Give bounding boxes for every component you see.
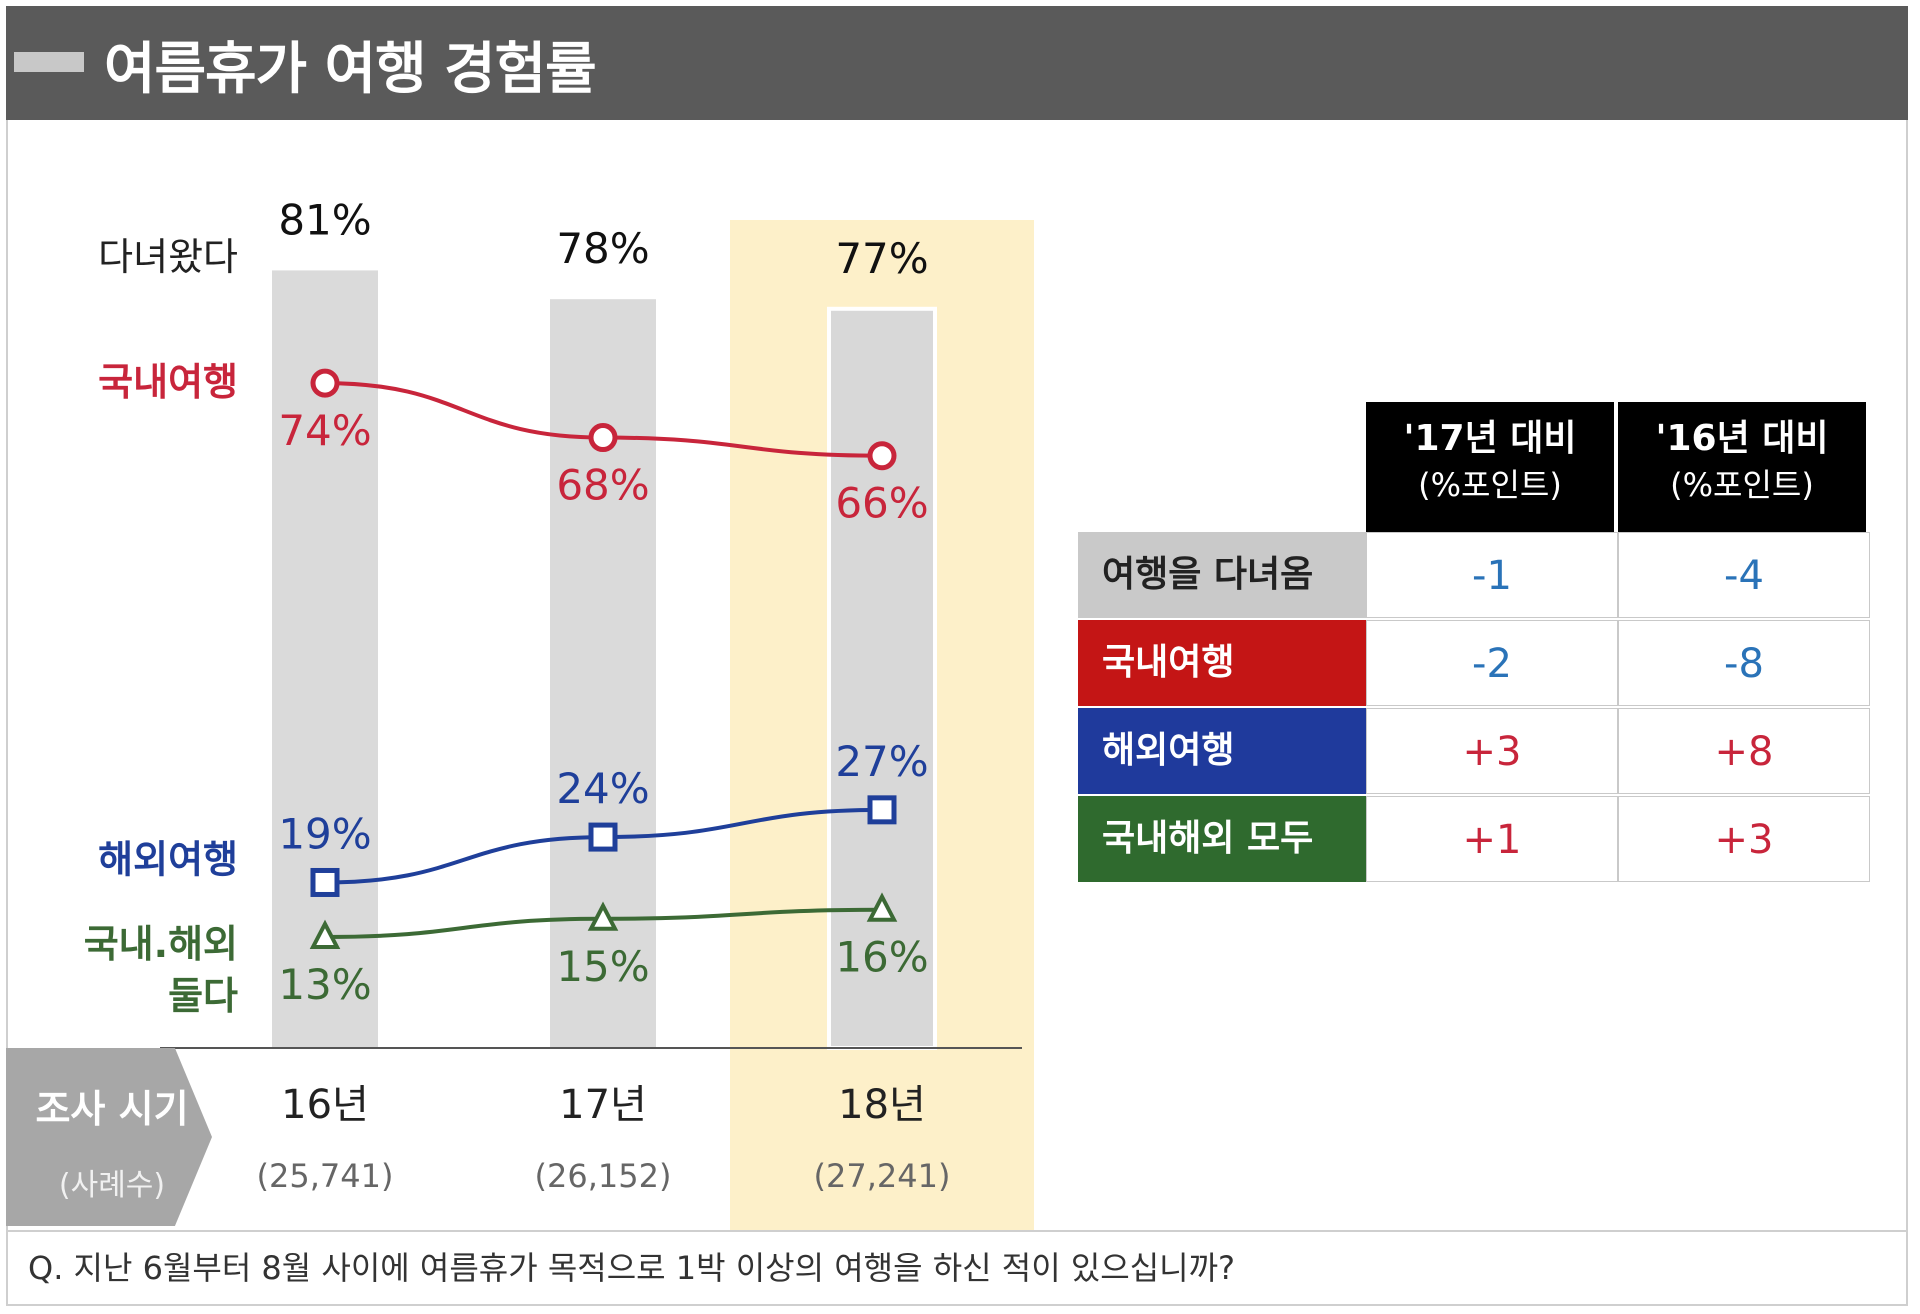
table-cell: +8: [1618, 708, 1870, 794]
point-0-0: [310, 368, 340, 398]
bar-total-label-2: 77%: [835, 234, 928, 283]
point-1-1: [588, 822, 618, 852]
point-0-2: [867, 441, 897, 471]
point-2-1: [587, 901, 619, 931]
point-2-0: [309, 919, 341, 949]
table-cell: -4: [1618, 532, 1870, 618]
survey-question: Q. 지난 6월부터 8월 사이에 여름휴가 목적으로 1박 이상의 여행을 하…: [6, 1230, 1908, 1306]
table-cell: +3: [1366, 708, 1618, 794]
point-0-1: [588, 423, 618, 453]
table-header-col1: '17년 대비 (%포인트): [1366, 402, 1614, 532]
footer-label-band: [6, 1048, 212, 1226]
header-col1-line1: '17년 대비: [1403, 418, 1577, 459]
bar-total-1: [550, 299, 656, 1048]
series-name-2-line1: 국내.해외: [84, 922, 238, 966]
point-label-2-2: 16%: [835, 933, 928, 982]
series-name-1: 해외여행: [98, 837, 238, 881]
table-cell: +1: [1366, 796, 1618, 882]
category-label-1: 17년: [559, 1082, 647, 1128]
category-label-0: 16년: [281, 1082, 369, 1128]
table-row-label: 여행을 다녀옴: [1078, 532, 1366, 618]
table-header-col2: '16년 대비 (%포인트): [1618, 402, 1866, 532]
point-label-0-2: 66%: [835, 479, 928, 528]
table-row-label: 해외여행: [1078, 708, 1366, 794]
header-col1-line2: (%포인트): [1418, 466, 1562, 504]
table-cell: -2: [1366, 620, 1618, 706]
footer-title: 조사 시기: [35, 1087, 189, 1131]
table-cell: -1: [1366, 532, 1618, 618]
bar-total-0: [272, 270, 378, 1048]
header-col2-line2: (%포인트): [1670, 466, 1814, 504]
point-label-0-0: 74%: [278, 406, 371, 455]
bar-total-label-1: 78%: [556, 224, 649, 273]
table-cell: +3: [1618, 796, 1870, 882]
series-name-2-line2: 둘다: [168, 974, 238, 1018]
bar-series-name: 다녀왔다: [98, 235, 238, 279]
bar-total-label-0: 81%: [278, 195, 371, 244]
series-name-0: 국내여행: [98, 360, 238, 404]
point-label-1-2: 27%: [835, 737, 928, 786]
category-label-2: 18년: [838, 1082, 926, 1128]
point-label-2-0: 13%: [278, 960, 371, 1009]
sample-size-2: (27,241): [814, 1157, 951, 1195]
table-row-label: 국내해외 모두: [1078, 796, 1366, 882]
point-label-0-1: 68%: [556, 461, 649, 510]
chart-title: 여름휴가 여행 경험률: [104, 37, 597, 102]
header-col2-line1: '16년 대비: [1655, 418, 1829, 459]
point-label-2-1: 15%: [556, 942, 649, 991]
title-accent-bar: [14, 52, 84, 72]
table-cell: -8: [1618, 620, 1870, 706]
sample-size-1: (26,152): [535, 1157, 672, 1195]
sample-size-0: (25,741): [257, 1157, 394, 1195]
point-label-1-1: 24%: [556, 764, 649, 813]
point-1-0: [310, 867, 340, 897]
bar-total-2: [827, 306, 937, 1050]
point-label-1-0: 19%: [278, 809, 371, 858]
point-2-2: [866, 892, 898, 922]
title-bar: 여름휴가 여행 경험률: [6, 6, 1908, 120]
point-1-2: [867, 795, 897, 825]
footer-subtitle: (사례수): [58, 1168, 166, 1203]
table-row-label: 국내여행: [1078, 620, 1366, 706]
